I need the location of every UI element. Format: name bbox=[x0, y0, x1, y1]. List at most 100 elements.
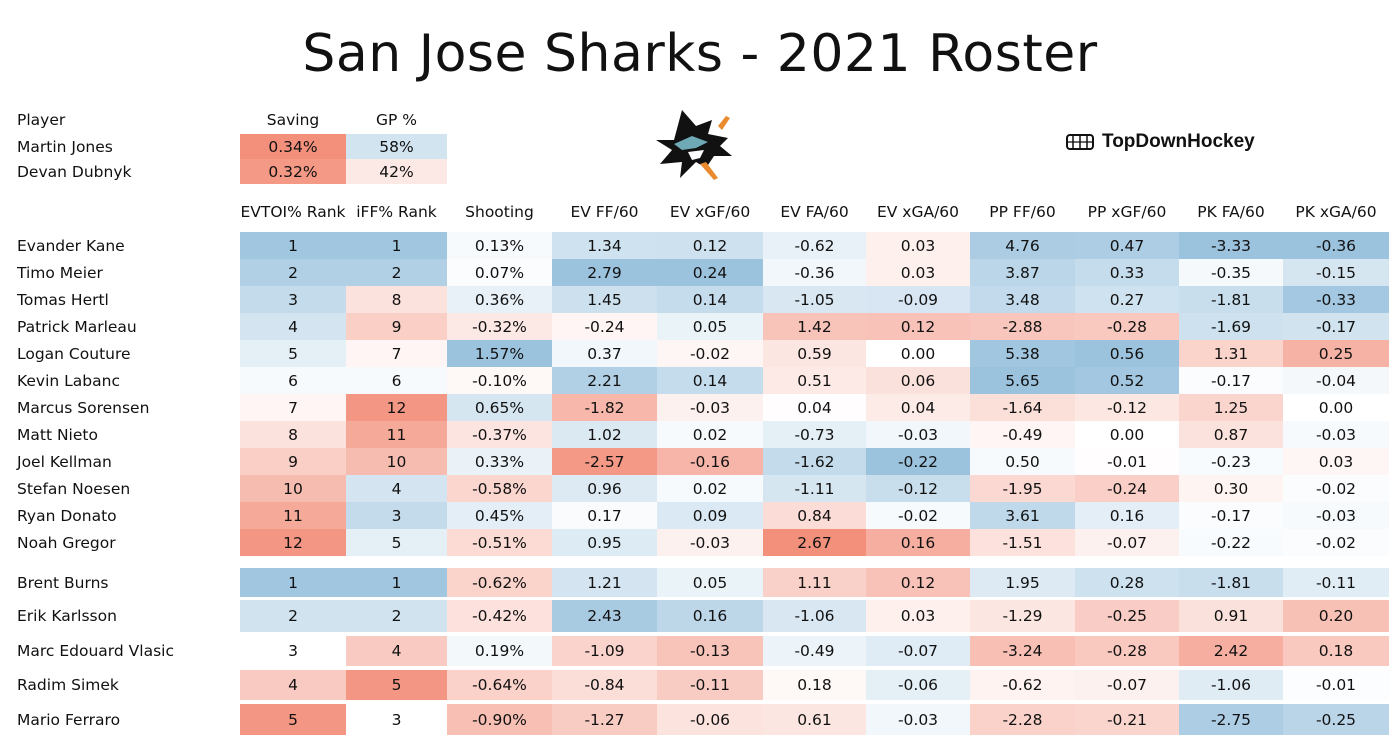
stat-cell: 2 bbox=[346, 600, 447, 632]
stat-cell: 2 bbox=[346, 259, 447, 286]
page-title: San Jose Sharks - 2021 Roster bbox=[302, 24, 1098, 84]
stat-cell: 3 bbox=[240, 636, 346, 666]
column-header-9: PK FA/60 bbox=[1197, 203, 1265, 221]
column-header-1: iFF% Rank bbox=[356, 203, 437, 221]
column-header-4: EV xGF/60 bbox=[669, 203, 751, 221]
goalie-saving-cell: 0.32% bbox=[240, 159, 346, 184]
stat-cell: -0.03 bbox=[1283, 421, 1389, 448]
stat-cell: -0.36 bbox=[1283, 232, 1389, 259]
stat-cell: -0.03 bbox=[657, 394, 763, 421]
stat-cell: -0.23 bbox=[1179, 448, 1283, 475]
stat-cell: 1 bbox=[240, 232, 346, 259]
stat-cell: -0.42% bbox=[447, 600, 552, 632]
stat-cell: -0.49 bbox=[970, 421, 1075, 448]
stat-cell: -0.33 bbox=[1283, 286, 1389, 313]
stat-cell: -0.62 bbox=[763, 232, 866, 259]
stat-cell: 3 bbox=[346, 502, 447, 529]
column-header-3: EV FF/60 bbox=[570, 203, 639, 221]
stat-cell: 0.05 bbox=[657, 313, 763, 340]
stat-cell: 4 bbox=[240, 313, 346, 340]
stat-cell: 0.84 bbox=[763, 502, 866, 529]
column-header-0: EVTOI% Rank bbox=[240, 203, 346, 221]
stat-cell: 1 bbox=[240, 568, 346, 597]
stat-cell: -0.73 bbox=[763, 421, 866, 448]
stat-cell: 0.03 bbox=[866, 600, 970, 632]
stat-cell: 0.45% bbox=[447, 502, 552, 529]
stat-cell: 10 bbox=[346, 448, 447, 475]
shark-logo-icon bbox=[656, 110, 732, 180]
stat-cell: -0.25 bbox=[1075, 600, 1179, 632]
stat-cell: -0.06 bbox=[657, 704, 763, 735]
stat-cell: -0.24 bbox=[1075, 475, 1179, 502]
stat-cell: -2.88 bbox=[970, 313, 1075, 340]
stat-cell: 1 bbox=[346, 232, 447, 259]
stat-cell: -2.57 bbox=[552, 448, 657, 475]
stat-cell: -1.06 bbox=[763, 600, 866, 632]
player-name: Evander Kane bbox=[17, 236, 125, 255]
stat-cell: -0.13 bbox=[657, 636, 763, 666]
stat-cell: 12 bbox=[240, 529, 346, 556]
player-name: Mario Ferraro bbox=[17, 710, 121, 729]
stat-cell: -0.36 bbox=[763, 259, 866, 286]
stat-cell: 3.87 bbox=[970, 259, 1075, 286]
stat-cell: -0.10% bbox=[447, 367, 552, 394]
stat-cell: 0.47 bbox=[1075, 232, 1179, 259]
stat-cell: 6 bbox=[240, 367, 346, 394]
stat-cell: -0.17 bbox=[1179, 502, 1283, 529]
stat-cell: -3.24 bbox=[970, 636, 1075, 666]
stat-cell: -0.64% bbox=[447, 670, 552, 700]
stat-cell: 8 bbox=[240, 421, 346, 448]
stat-cell: 0.37 bbox=[552, 340, 657, 367]
stat-cell: 9 bbox=[240, 448, 346, 475]
stat-cell: 0.20 bbox=[1283, 600, 1389, 632]
stat-cell: 0.04 bbox=[866, 394, 970, 421]
stat-cell: 1.34 bbox=[552, 232, 657, 259]
player-name: Erik Karlsson bbox=[17, 607, 117, 625]
stat-cell: 2.43 bbox=[552, 600, 657, 632]
stat-cell: -0.07 bbox=[1075, 529, 1179, 556]
stat-cell: -2.28 bbox=[970, 704, 1075, 735]
stat-cell: -0.03 bbox=[866, 704, 970, 735]
stat-cell: 0.95 bbox=[552, 529, 657, 556]
stat-cell: 0.09 bbox=[657, 502, 763, 529]
stat-cell: -0.49 bbox=[763, 636, 866, 666]
column-header-5: EV FA/60 bbox=[780, 203, 849, 221]
player-name: Radim Simek bbox=[17, 676, 119, 694]
player-name: Brent Burns bbox=[17, 573, 109, 592]
stat-cell: 1.02 bbox=[552, 421, 657, 448]
stat-cell: -0.04 bbox=[1283, 367, 1389, 394]
stat-cell: -1.62 bbox=[763, 448, 866, 475]
stat-cell: -0.25 bbox=[1283, 704, 1389, 735]
stat-cell: -1.05 bbox=[763, 286, 866, 313]
stat-cell: -0.01 bbox=[1075, 448, 1179, 475]
stat-cell: -0.22 bbox=[1179, 529, 1283, 556]
stat-cell: -2.75 bbox=[1179, 704, 1283, 735]
rink-grid-icon bbox=[1066, 134, 1094, 150]
stat-cell: 0.03 bbox=[1283, 448, 1389, 475]
goalie-header-0: Player bbox=[17, 111, 66, 129]
stat-cell: 0.18 bbox=[1283, 636, 1389, 666]
stat-cell: -0.17 bbox=[1283, 313, 1389, 340]
stat-cell: -1.95 bbox=[970, 475, 1075, 502]
stat-cell: 1 bbox=[346, 568, 447, 597]
stat-cell: 0.91 bbox=[1179, 600, 1283, 632]
stat-cell: -0.07 bbox=[1075, 670, 1179, 700]
stat-cell: 4.76 bbox=[970, 232, 1075, 259]
stat-cell: 0.24 bbox=[657, 259, 763, 286]
stat-cell: 0.96 bbox=[552, 475, 657, 502]
stat-cell: 0.28 bbox=[1075, 568, 1179, 597]
stat-cell: -0.17 bbox=[1179, 367, 1283, 394]
stat-cell: -0.01 bbox=[1283, 670, 1389, 700]
stat-cell: 3.61 bbox=[970, 502, 1075, 529]
stat-cell: 0.50 bbox=[970, 448, 1075, 475]
stat-cell: 5 bbox=[240, 704, 346, 735]
stat-cell: -0.21 bbox=[1075, 704, 1179, 735]
stat-cell: -0.90% bbox=[447, 704, 552, 735]
stat-cell: 0.33 bbox=[1075, 259, 1179, 286]
stat-cell: 0.02 bbox=[657, 475, 763, 502]
stat-cell: 2.79 bbox=[552, 259, 657, 286]
player-name: Stefan Noesen bbox=[17, 479, 131, 498]
stat-cell: -0.16 bbox=[657, 448, 763, 475]
stat-cell: 0.33% bbox=[447, 448, 552, 475]
goalie-name: Devan Dubnyk bbox=[17, 162, 132, 181]
